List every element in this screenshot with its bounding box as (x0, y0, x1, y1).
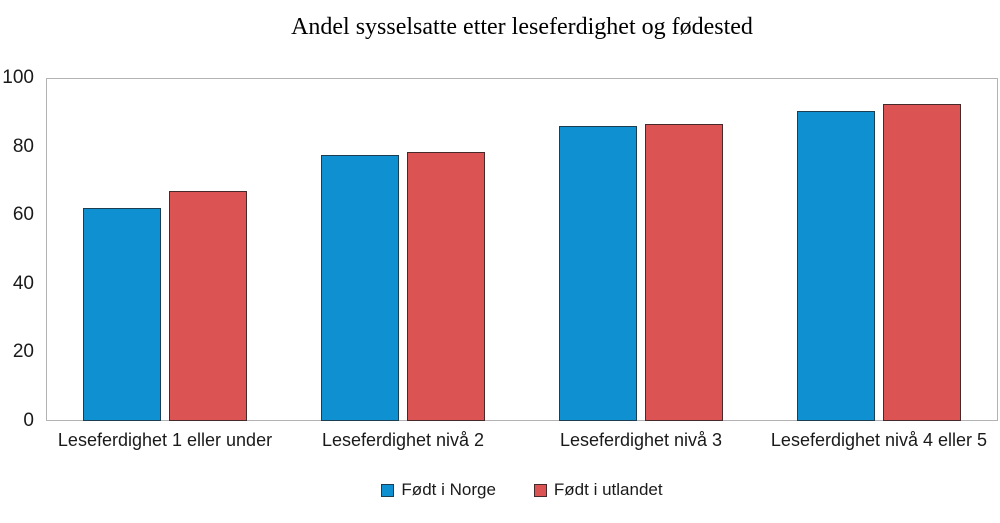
x-category-label-3: Leseferdighet nivå 3 (559, 430, 723, 450)
bar-fodt-i-norge-group-4 (797, 110, 875, 421)
x-category-label-4: Leseferdighet nivå 4 eller 5 (770, 430, 988, 450)
y-tick-label-20: 20 (12, 341, 34, 363)
bar-fodt-i-norge-group-2 (321, 155, 399, 421)
chart-title: Andel sysselsatte etter leseferdighet og… (291, 14, 753, 40)
bar-fodt-i-norge-group-1 (83, 208, 161, 421)
legend-item-fodt-i-norge: Født i Norge (381, 480, 496, 500)
bar-fodt-i-utlandet-group-3 (645, 124, 723, 421)
legend-swatch-icon (381, 483, 395, 497)
bar-fodt-i-norge-group-3 (559, 126, 637, 421)
legend: Født i Norge Født i utlandet (46, 479, 998, 501)
x-category-label-1: Leseferdighet 1 eller under (57, 430, 273, 450)
legend-label: Født i Norge (401, 480, 496, 499)
bar-fodt-i-utlandet-group-1 (169, 191, 247, 421)
y-tick-label-40: 40 (12, 272, 34, 294)
y-tick-label-80: 80 (12, 135, 34, 157)
legend-swatch-icon (533, 483, 547, 497)
y-tick-label-100: 100 (2, 67, 34, 88)
y-tick-label-60: 60 (12, 204, 34, 226)
x-category-label-2: Leseferdighet nivå 2 (321, 430, 485, 450)
bar-fodt-i-utlandet-group-2 (407, 151, 485, 421)
legend-item-fodt-i-utlandet: Født i utlandet (533, 480, 663, 500)
y-tick-label-0: 0 (23, 410, 34, 431)
bar-fodt-i-utlandet-group-4 (883, 103, 961, 421)
legend-label: Født i utlandet (553, 480, 663, 499)
